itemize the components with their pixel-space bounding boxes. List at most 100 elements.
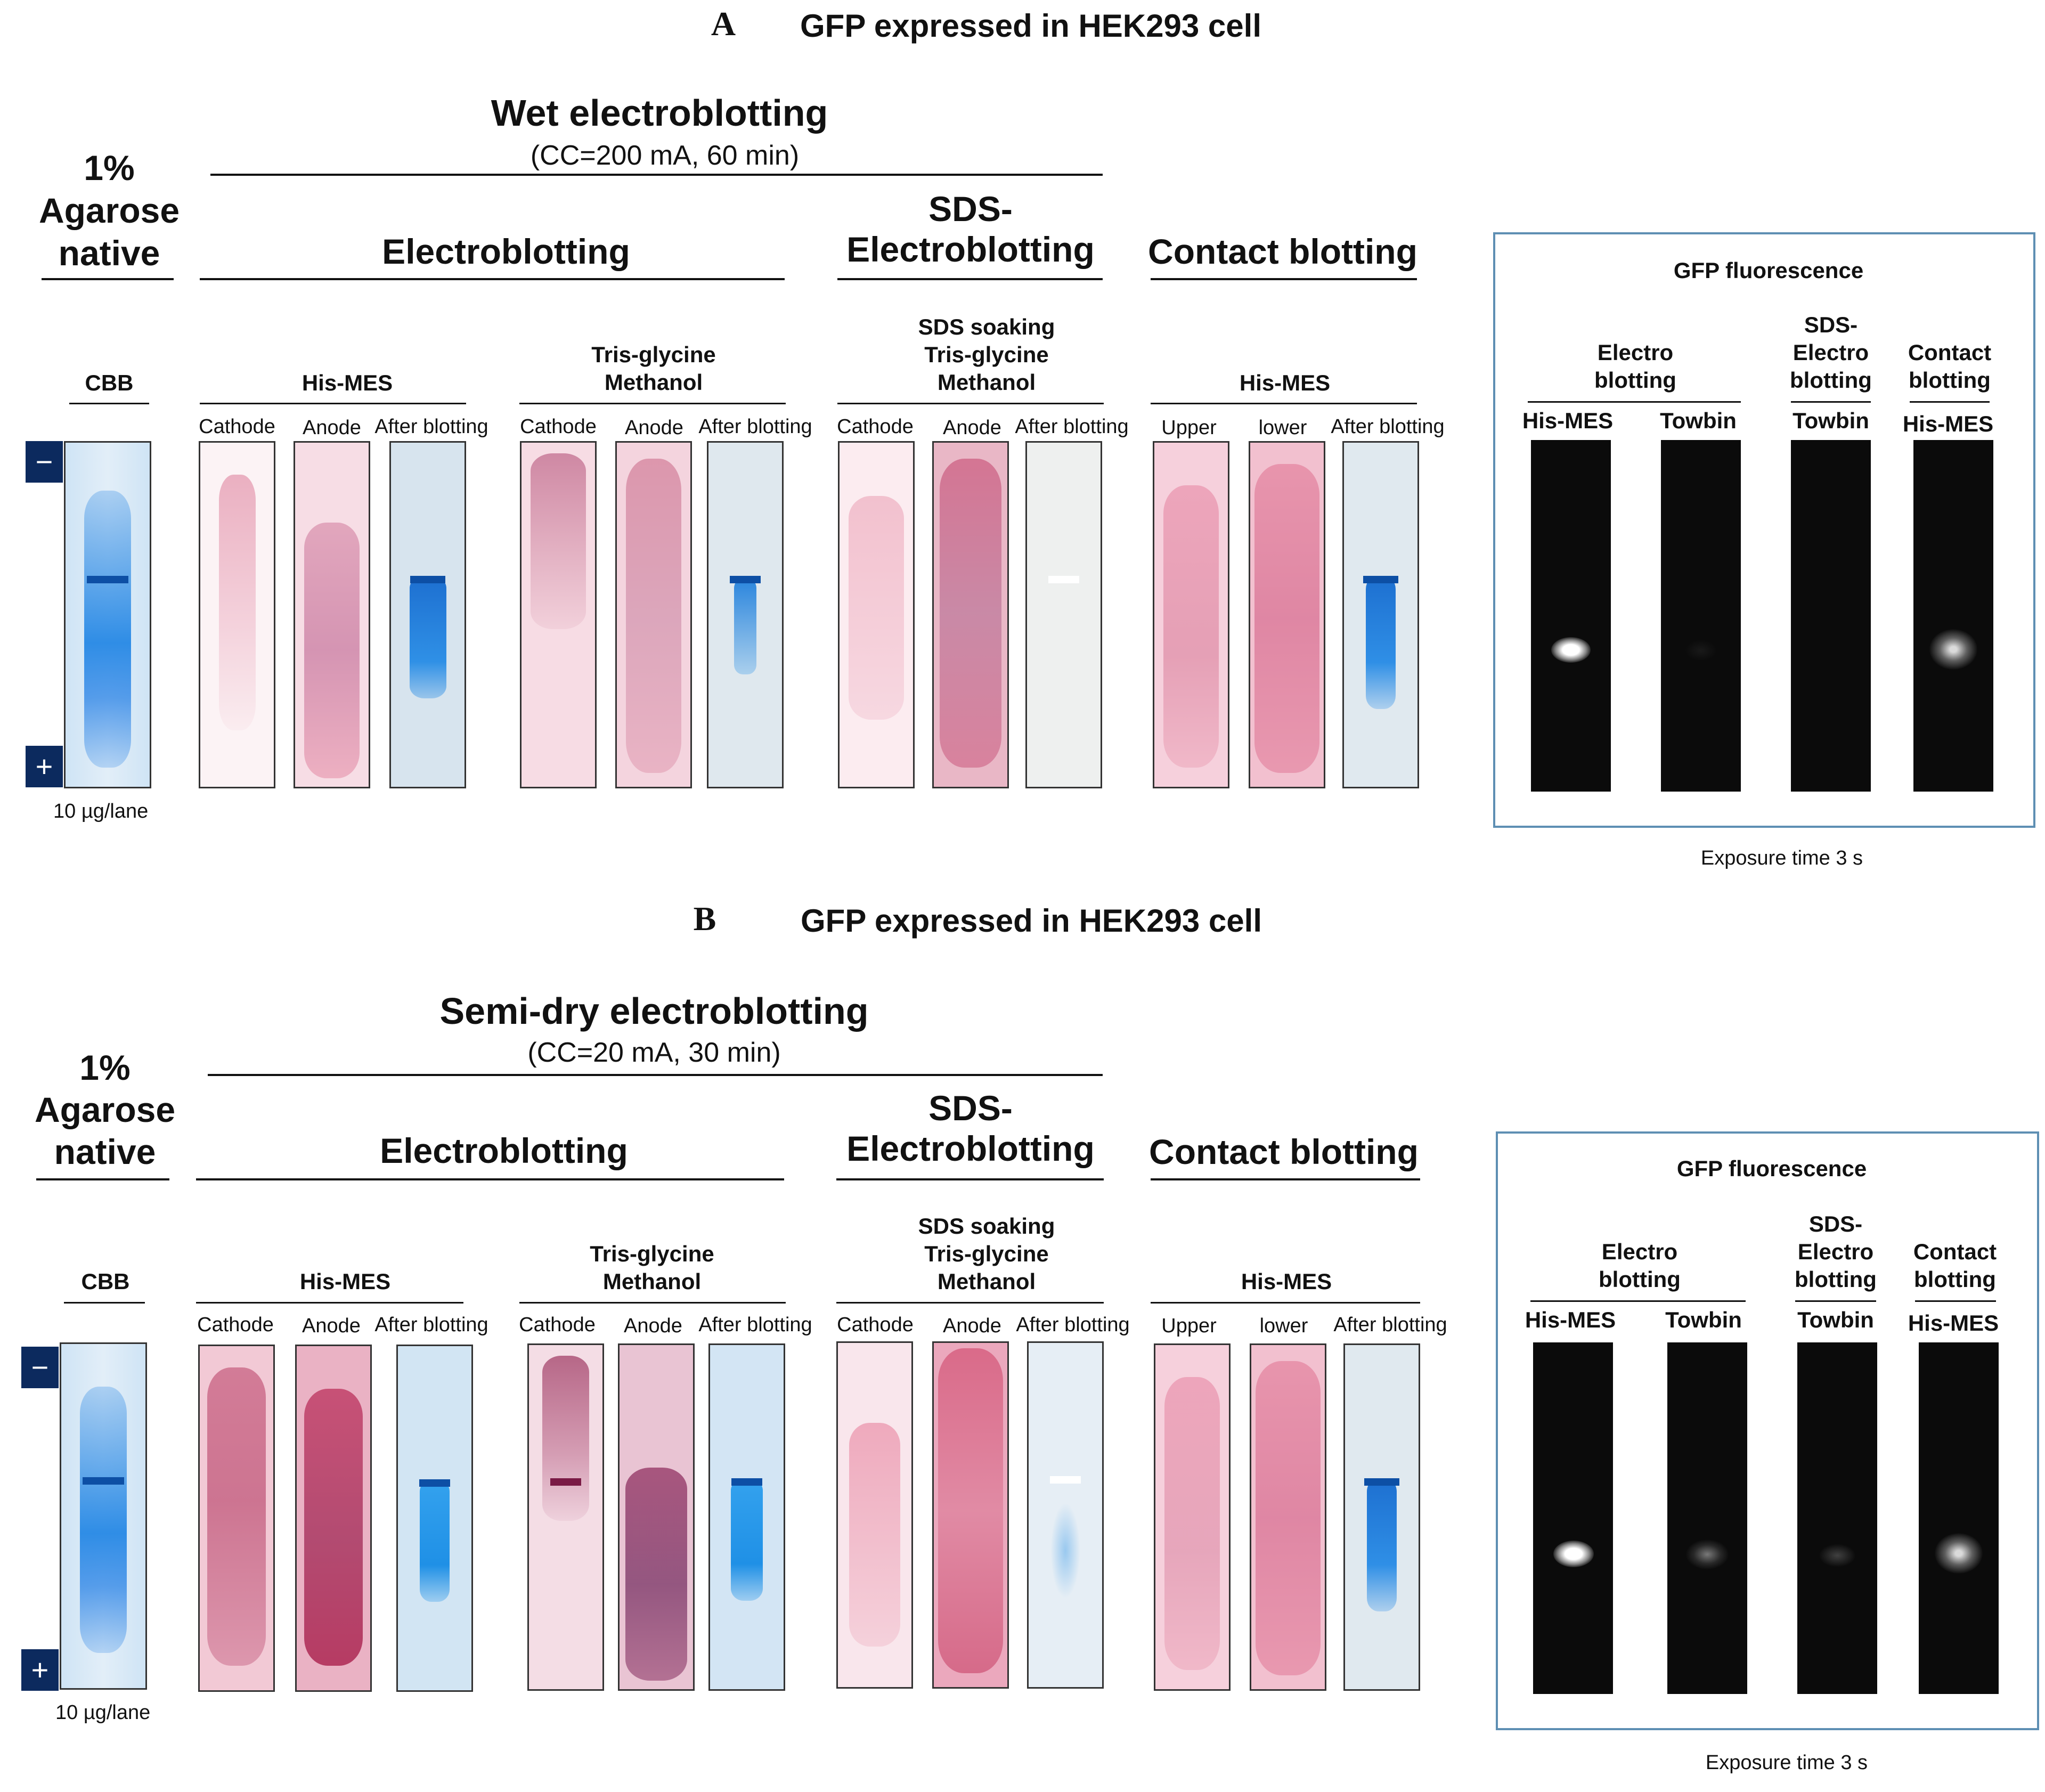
load-amount: 10 µg/lane: [53, 800, 149, 822]
blot-tris-cathode: [527, 1343, 604, 1691]
buffer-tris-line2: Methanol: [604, 370, 703, 395]
fl-sds-underline: [1791, 401, 1871, 403]
tris-underline: [519, 1302, 786, 1304]
fl-sds-line3: blotting: [1795, 1267, 1877, 1292]
blot-his-mes-after: [396, 1345, 473, 1692]
fl-lane-label: Towbin: [1660, 408, 1737, 433]
cbb-label: CBB: [85, 370, 134, 395]
fl-lane-sds-towbin: [1797, 1342, 1877, 1694]
fl-lane-electro-towbin: [1667, 1342, 1747, 1694]
his-mes-underline: [200, 403, 466, 404]
fl-sds-underline: [1795, 1300, 1876, 1302]
lane-label: After blotting: [1333, 1314, 1447, 1336]
fluorescence-box: [1493, 232, 2035, 828]
cbb-gel-lane: [64, 441, 151, 788]
lane-label: Cathode: [837, 1314, 914, 1336]
blot-sds-after: [1027, 1341, 1104, 1689]
blot-sds-cathode: [836, 1341, 913, 1689]
section-contact-blotting: Contact blotting: [1148, 232, 1417, 271]
blot-tris-after: [707, 441, 784, 788]
blot-his-mes-anode: [294, 441, 370, 788]
anode-plus-marker: +: [21, 1649, 59, 1691]
section-sds-line2: Electroblotting: [846, 1129, 1095, 1168]
method-underline: [210, 174, 1103, 176]
section-contact-blotting: Contact blotting: [1149, 1132, 1419, 1171]
lane-label: Anode: [625, 417, 683, 439]
fl-lane-contact-his-mes: [1913, 440, 1993, 792]
blot-contact-upper: [1154, 1343, 1231, 1691]
method-condition: (CC=20 mA, 30 min): [527, 1037, 781, 1068]
section-sds-line1: SDS-: [928, 1088, 1013, 1128]
lane-label: After blotting: [374, 416, 488, 438]
fl-electro-line2: blotting: [1599, 1267, 1681, 1292]
lane-label: Cathode: [520, 416, 597, 438]
buffer-sds-soak-line2: Tris-glycine: [924, 1241, 1049, 1266]
panel-b: B GFP expressed in HEK293 cell 1% Agaros…: [0, 899, 2045, 1792]
fl-lane-sds-towbin: [1791, 440, 1871, 792]
buffer-tris-line1: Tris-glycine: [590, 1241, 714, 1266]
blot-tris-after: [708, 1343, 785, 1691]
fl-contact-line2: blotting: [1914, 1267, 1996, 1292]
cathode-minus-marker: −: [21, 1347, 59, 1388]
blot-sds-anode: [932, 1341, 1009, 1689]
lane-label: Cathode: [837, 416, 914, 438]
sds-underline: [836, 1178, 1104, 1180]
buffer-sds-soak-line1: SDS soaking: [918, 314, 1055, 339]
fluorescence-title: GFP fluorescence: [1673, 258, 1864, 283]
agarose-underline: [42, 278, 174, 280]
lane-label: lower: [1259, 1315, 1308, 1337]
blot-tris-cathode: [520, 441, 597, 788]
blot-contact-lower: [1249, 441, 1325, 788]
fluorescence-title: GFP fluorescence: [1676, 1156, 1867, 1181]
panel-letter: A: [711, 5, 736, 43]
buffer-his-mes: His-MES: [302, 370, 393, 395]
blot-contact-after: [1342, 441, 1419, 788]
anode-plus-marker: +: [26, 746, 63, 787]
fl-lane-label: His-MES: [1525, 1307, 1616, 1332]
blot-sds-after: [1025, 441, 1102, 788]
blot-sds-anode: [932, 441, 1009, 788]
fl-contact-line1: Contact: [1908, 340, 1992, 365]
fl-electro-line1: Electro: [1597, 340, 1674, 365]
fl-sds-line1: SDS-: [1808, 1211, 1863, 1236]
method-title: Wet electroblotting: [491, 92, 828, 134]
sds-soak-underline: [836, 1302, 1104, 1304]
cbb-gel-lane: [60, 1342, 147, 1690]
lane-label: Cathode: [197, 1314, 274, 1336]
exposure-time: Exposure time 3 s: [1700, 847, 1863, 869]
buffer-tris-line2: Methanol: [602, 1269, 702, 1294]
panel-title: GFP expressed in HEK293 cell: [801, 903, 1262, 939]
agarose-title-line1: 1%: [79, 1048, 131, 1087]
agarose-title-line2: Agarose: [38, 191, 180, 230]
cbb-underline: [64, 1302, 145, 1304]
buffer-contact-his-mes: His-MES: [1241, 1269, 1332, 1294]
fl-lane-label: His-MES: [1902, 411, 1994, 436]
fl-sds-line2: Electro: [1797, 1239, 1874, 1264]
blot-tris-anode: [615, 441, 692, 788]
lane-label: Upper: [1161, 1315, 1217, 1337]
blot-his-mes-cathode: [199, 441, 275, 788]
buffer-contact-his-mes: His-MES: [1239, 370, 1331, 395]
fl-lane-contact-his-mes: [1919, 1342, 1999, 1694]
electroblotting-underline: [200, 278, 785, 280]
blot-tris-anode: [618, 1343, 695, 1691]
sds-soak-underline: [837, 403, 1104, 404]
buffer-sds-soak-line3: Methanol: [937, 1269, 1036, 1294]
buffer-sds-soak-line3: Methanol: [937, 370, 1036, 395]
fl-electro-underline: [1528, 401, 1741, 403]
panel-a: A GFP expressed in HEK293 cell 1% Agaros…: [0, 0, 2045, 893]
contact-his-mes-underline: [1151, 1302, 1420, 1304]
agarose-title-line3: native: [58, 233, 160, 273]
fl-lane-label: Towbin: [1665, 1307, 1742, 1332]
lane-label: Cathode: [519, 1314, 596, 1336]
fl-sds-line2: Electro: [1793, 340, 1869, 365]
contact-underline: [1151, 278, 1417, 280]
blot-his-mes-anode: [295, 1345, 372, 1692]
contact-underline: [1151, 1178, 1420, 1180]
fl-lane-electro-towbin: [1661, 440, 1741, 792]
fl-lane-label: Towbin: [1793, 408, 1869, 433]
fluorescence-box: [1496, 1131, 2039, 1730]
blot-contact-upper: [1153, 441, 1229, 788]
fl-lane-label: Towbin: [1797, 1307, 1874, 1332]
agarose-title-line2: Agarose: [34, 1090, 176, 1129]
